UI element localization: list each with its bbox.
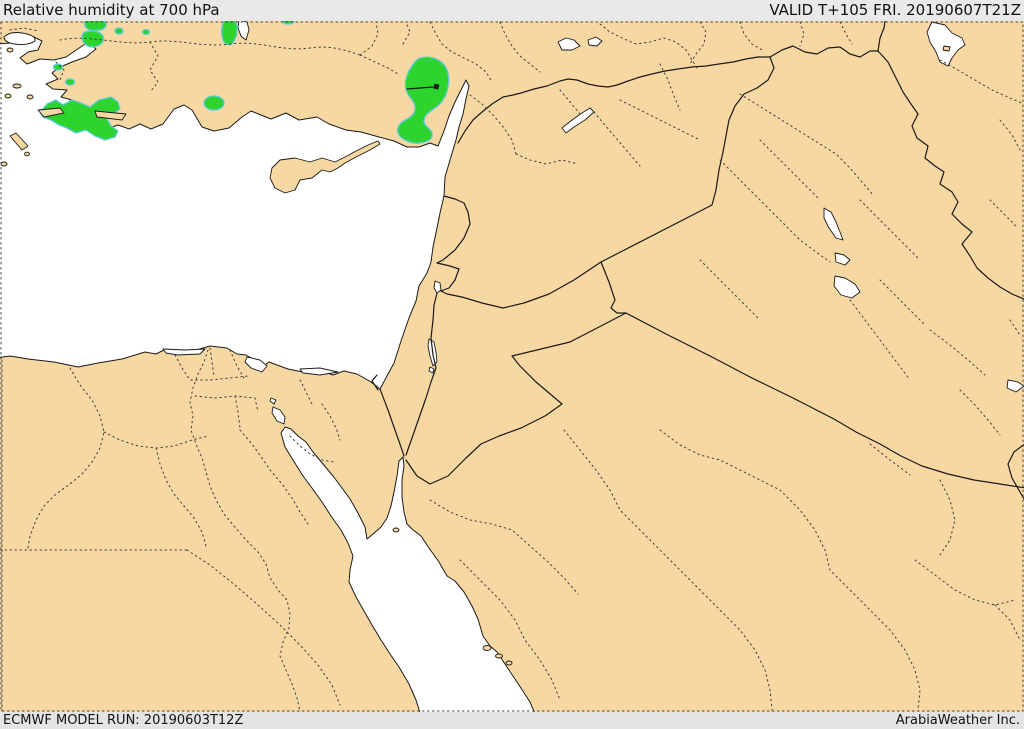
- border-israel-egypt: [379, 388, 405, 457]
- border-jordan-iraq: [600, 261, 627, 314]
- footer-bar: ECMWF MODEL RUN: 20190603T12Z ArabiaWeat…: [0, 712, 1024, 729]
- aegean-island: [0, 161, 8, 167]
- tiran-island: [392, 527, 400, 533]
- islands-layer: [0, 47, 513, 666]
- border-israel-jordan: [405, 292, 438, 456]
- border-golan: [440, 268, 460, 292]
- border-gaza: [371, 374, 379, 391]
- valid-time-label: VALID T+105 FRI. 20190607T21Z: [769, 1, 1021, 19]
- border-iran-iraq-south: [1007, 443, 1024, 500]
- lake-tuz-east: [587, 36, 603, 47]
- red-sea-island: [482, 645, 492, 651]
- border-israel-lebanon: [436, 262, 460, 270]
- humidity-patch: [203, 95, 225, 111]
- land-base: [0, 21, 1024, 712]
- humidity-patch: [221, 21, 238, 46]
- lake-tuz-west: [557, 37, 581, 51]
- lake-urmia-island: [942, 45, 951, 52]
- border-jordan-saudi: [405, 312, 627, 485]
- header-bar: Relative humidity at 700 hPa VALID T+105…: [0, 0, 1024, 21]
- humidity-patch: [83, 21, 107, 32]
- humidity-patch: [141, 28, 151, 36]
- bodrum-peninsula: [94, 110, 127, 121]
- border-hatay: [406, 86, 434, 90]
- lake-tharthar: [823, 207, 844, 241]
- lake-bardawil: [299, 367, 339, 376]
- map-title: Relative humidity at 700 hPa: [3, 1, 220, 19]
- border-lebanon-syria: [436, 195, 471, 264]
- hawizeh-marsh: [1006, 379, 1024, 393]
- provider-label: ArabiaWeather Inc.: [895, 713, 1020, 728]
- weather-map: [0, 21, 1024, 712]
- red-sea-island: [495, 653, 503, 659]
- map-canvas: [0, 21, 1024, 712]
- lake-urmia: [926, 21, 966, 67]
- humidity-patch: [396, 56, 450, 144]
- dead-sea-south: [428, 366, 435, 374]
- model-run-label: ECMWF MODEL RUN: 20190603T12Z: [3, 713, 244, 728]
- lake-manzala: [244, 356, 268, 373]
- border-jordan-syria: [440, 261, 602, 309]
- great-bitter-lake: [271, 406, 286, 425]
- border-syria-iraq: [600, 56, 775, 263]
- humidity-patch: [64, 78, 76, 86]
- aegean-island: [4, 93, 12, 99]
- map-annotation-marker: [433, 83, 440, 90]
- aegean-island: [6, 47, 14, 53]
- border-turkey-iraq: [769, 45, 879, 58]
- humidity-patch: [114, 27, 124, 35]
- red-sea-island: [505, 660, 513, 666]
- border-iraq-saudi: [625, 312, 1024, 489]
- border-turkey-syria: [457, 56, 771, 144]
- country-borders: [371, 21, 1024, 500]
- map-frame: [0, 21, 1024, 712]
- red-sea: [280, 426, 535, 712]
- aegean-island: [26, 94, 34, 100]
- aegean-island: [12, 83, 22, 89]
- lake-habbaniyah: [834, 252, 851, 266]
- sea-of-galilee: [433, 280, 442, 294]
- humidity-patch: [81, 30, 105, 48]
- lakes-layer: [162, 21, 1024, 425]
- delta-lagoon-west: [162, 348, 206, 356]
- lake-timsah: [269, 397, 277, 405]
- rhodes-island: [9, 132, 29, 151]
- sea-of-marmara: [3, 32, 36, 46]
- border-turkey-iran: [877, 21, 886, 52]
- border-iran-iraq: [877, 50, 1024, 300]
- aegean-island: [24, 151, 30, 157]
- datca-peninsula: [37, 107, 65, 118]
- sea-layer: [0, 32, 535, 712]
- cyprus-island: [269, 140, 381, 194]
- humidity-patch: [52, 63, 64, 71]
- admin-borders: [0, 21, 1024, 712]
- lake-razzaza: [833, 275, 861, 299]
